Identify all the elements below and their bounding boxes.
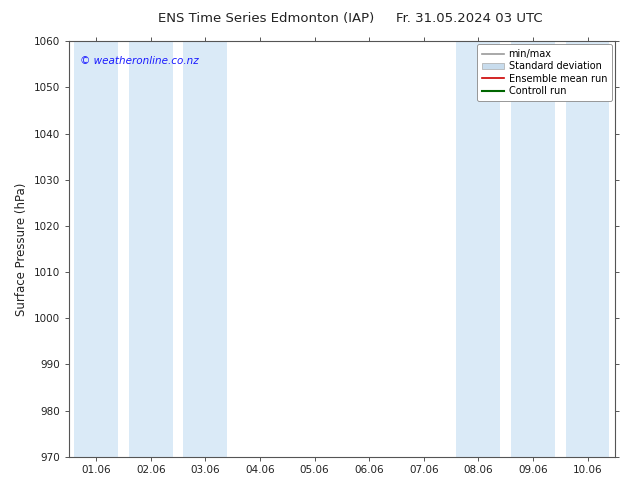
Bar [456, 41, 500, 457]
Y-axis label: Surface Pressure (hPa): Surface Pressure (hPa) [15, 182, 28, 316]
Bar [129, 41, 172, 457]
Bar [511, 41, 555, 457]
Text: © weatheronline.co.nz: © weatheronline.co.nz [80, 56, 198, 66]
Text: ENS Time Series Edmonton (IAP): ENS Time Series Edmonton (IAP) [158, 12, 375, 25]
Bar [183, 41, 227, 457]
Legend: min/max, Standard deviation, Ensemble mean run, Controll run: min/max, Standard deviation, Ensemble me… [477, 44, 612, 101]
Bar [566, 41, 609, 457]
Text: Fr. 31.05.2024 03 UTC: Fr. 31.05.2024 03 UTC [396, 12, 543, 25]
Bar [74, 41, 118, 457]
